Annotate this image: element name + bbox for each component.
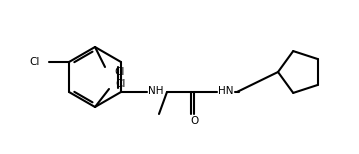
Text: Cl: Cl [114, 67, 124, 77]
Text: O: O [191, 116, 199, 126]
Text: HN: HN [218, 86, 234, 96]
Text: Cl: Cl [30, 57, 40, 67]
Text: NH: NH [148, 86, 164, 96]
Text: Cl: Cl [115, 79, 125, 89]
